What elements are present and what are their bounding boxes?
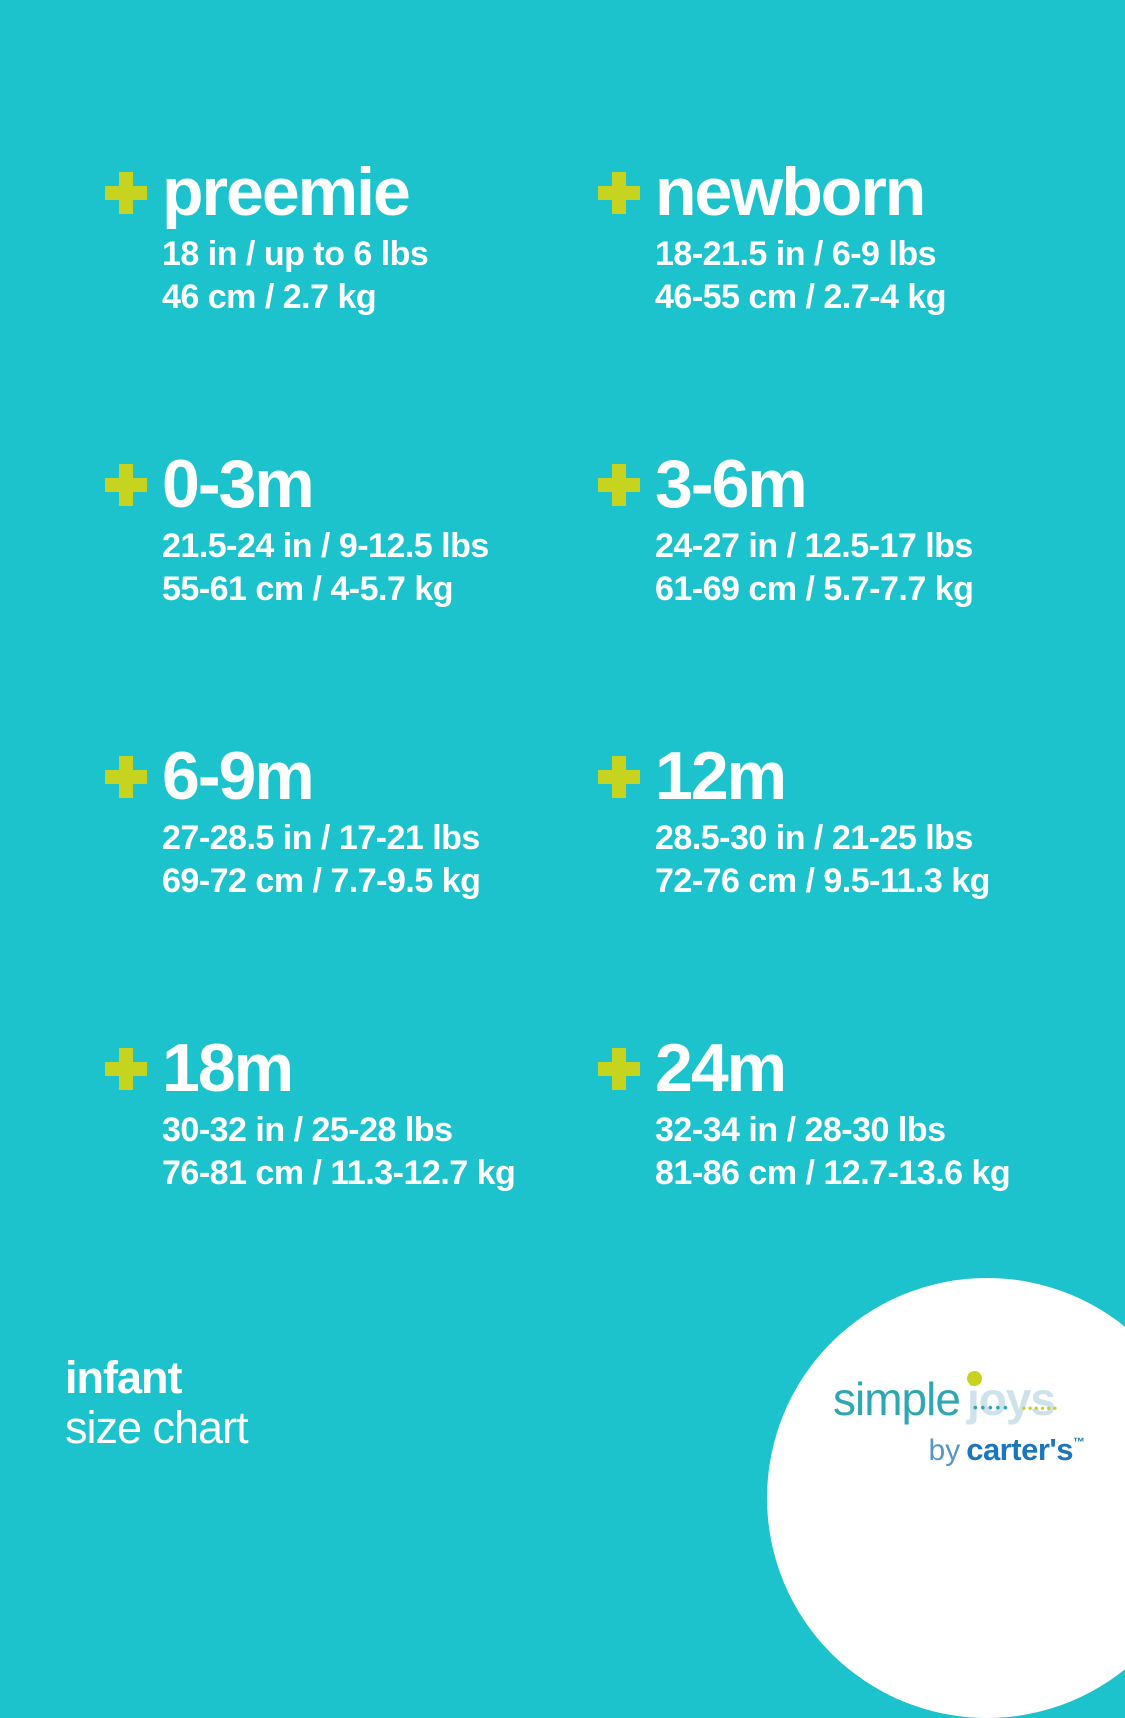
size-block-0-3m: 0-3m 21.5-24 in / 9-12.5 lbs 55-61 cm / …	[105, 450, 598, 742]
size-imperial: 30-32 in / 25-28 lbs	[162, 1111, 453, 1149]
size-metric: 69-72 cm / 7.7-9.5 kg	[162, 862, 481, 900]
size-label: 24m	[655, 1030, 787, 1106]
size-metric: 46 cm / 2.7 kg	[162, 278, 377, 316]
size-metric: 81-86 cm / 12.7-13.6 kg	[655, 1154, 1011, 1192]
yellow-dots-icon: ••••••	[1021, 1401, 1059, 1415]
chart-type-label: size chart	[65, 1402, 249, 1453]
brand-logo: simple joys ••••• •••••• by carter's™	[833, 1371, 1085, 1468]
plus-icon	[105, 172, 147, 214]
size-imperial: 28.5-30 in / 21-25 lbs	[655, 819, 973, 857]
chart-footer: infant size chart	[65, 1352, 249, 1453]
size-label: preemie	[162, 154, 411, 230]
plus-icon	[598, 464, 640, 506]
size-imperial: 32-34 in / 28-30 lbs	[655, 1111, 946, 1149]
plus-icon	[105, 756, 147, 798]
size-label: 12m	[655, 738, 787, 814]
j-dot-icon	[966, 1371, 982, 1386]
size-block-6-9m: 6-9m 27-28.5 in / 17-21 lbs 69-72 cm / 7…	[105, 742, 598, 1034]
size-metric: 61-69 cm / 5.7-7.7 kg	[655, 570, 974, 608]
teal-dots-icon: •••••	[972, 1400, 1011, 1415]
plus-icon	[598, 756, 640, 798]
size-imperial: 18 in / up to 6 lbs	[162, 235, 429, 273]
plus-icon	[105, 1048, 147, 1090]
plus-icon	[105, 464, 147, 506]
size-metric: 55-61 cm / 4-5.7 kg	[162, 570, 454, 608]
size-label: newborn	[655, 154, 926, 230]
size-grid: preemie 18 in / up to 6 lbs 46 cm / 2.7 …	[105, 158, 1078, 1326]
brand-logo-circle: simple joys ••••• •••••• by carter's™	[767, 1278, 1125, 1718]
size-imperial: 24-27 in / 12.5-17 lbs	[655, 527, 973, 565]
logo-by-text: by	[928, 1434, 961, 1467]
logo-joys-text: joys	[966, 1373, 1056, 1425]
size-label: 6-9m	[162, 738, 315, 814]
logo-word-joys: joys ••••• ••••••	[966, 1371, 1057, 1425]
size-imperial: 21.5-24 in / 9-12.5 lbs	[162, 527, 489, 565]
size-block-newborn: newborn 18-21.5 in / 6-9 lbs 46-55 cm / …	[598, 158, 1078, 450]
plus-icon	[598, 1048, 640, 1090]
logo-byline: by carter's™	[833, 1432, 1085, 1468]
size-metric: 46-55 cm / 2.7-4 kg	[655, 278, 947, 316]
size-metric: 72-76 cm / 9.5-11.3 kg	[655, 862, 990, 900]
size-block-preemie: preemie 18 in / up to 6 lbs 46 cm / 2.7 …	[105, 158, 598, 450]
logo-brand-name: carter's	[966, 1432, 1073, 1467]
size-label: 18m	[162, 1030, 294, 1106]
trademark-symbol: ™	[1073, 1435, 1085, 1449]
size-label: 3-6m	[655, 446, 808, 522]
size-metric: 76-81 cm / 11.3-12.7 kg	[162, 1154, 516, 1192]
size-chart-page: preemie 18 in / up to 6 lbs 46 cm / 2.7 …	[65, 158, 1125, 1718]
size-block-18m: 18m 30-32 in / 25-28 lbs 76-81 cm / 11.3…	[105, 1034, 598, 1326]
size-block-12m: 12m 28.5-30 in / 21-25 lbs 72-76 cm / 9.…	[598, 742, 1078, 1034]
plus-icon	[598, 172, 640, 214]
size-imperial: 27-28.5 in / 17-21 lbs	[162, 819, 480, 857]
logo-wordmark: simple joys ••••• ••••••	[833, 1371, 1085, 1425]
size-block-24m: 24m 32-34 in / 28-30 lbs 81-86 cm / 12.7…	[598, 1034, 1078, 1326]
size-imperial: 18-21.5 in / 6-9 lbs	[655, 235, 937, 273]
size-block-3-6m: 3-6m 24-27 in / 12.5-17 lbs 61-69 cm / 5…	[598, 450, 1078, 742]
size-label: 0-3m	[162, 446, 315, 522]
logo-word-simple: simple	[833, 1373, 961, 1425]
category-label: infant	[65, 1352, 182, 1403]
